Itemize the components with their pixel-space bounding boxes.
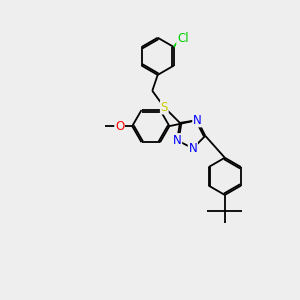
- Text: Cl: Cl: [177, 32, 189, 45]
- Text: O: O: [115, 120, 124, 133]
- Text: N: N: [188, 142, 197, 155]
- Text: S: S: [160, 101, 168, 114]
- Text: N: N: [193, 114, 202, 127]
- Text: N: N: [173, 134, 182, 147]
